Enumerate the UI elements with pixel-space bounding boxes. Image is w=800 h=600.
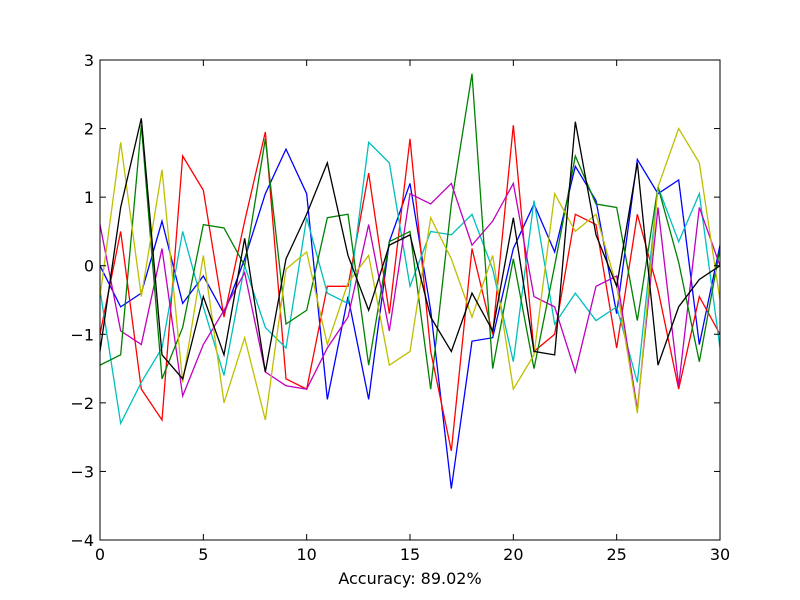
plot-frame (99, 59, 721, 541)
x-tick-label: 30 (710, 545, 730, 564)
y-tick-label: 2 (84, 120, 94, 139)
series-line-3 (99, 140, 721, 426)
ticks-layer: 0 5 10 15 20 25 30 −4 −3 −2 −1 0 1 2 3 (70, 51, 730, 564)
x-tick-label: 0 (95, 545, 105, 564)
y-tick-label: −3 (70, 462, 94, 481)
y-tick-label: 0 (84, 257, 94, 276)
y-tick-label: −1 (70, 325, 94, 344)
x-tick-label: 5 (198, 545, 208, 564)
series-line-1 (99, 147, 721, 489)
y-tick-label: −4 (70, 531, 94, 550)
series-line-7 (99, 118, 721, 381)
series-line-5 (99, 73, 721, 390)
x-axis-label: Accuracy: 89.02% (338, 569, 481, 588)
x-tick-label: 15 (400, 545, 420, 564)
x-tick-label: 25 (606, 545, 626, 564)
x-tick-label: 10 (296, 545, 316, 564)
y-tick-label: 1 (84, 188, 94, 207)
y-tick-label: −2 (70, 394, 94, 413)
series-layer (99, 73, 721, 489)
series-line-2 (99, 125, 721, 451)
series-line-4 (99, 181, 721, 410)
x-tick-label: 20 (503, 545, 523, 564)
y-tick-label: 3 (84, 51, 94, 70)
